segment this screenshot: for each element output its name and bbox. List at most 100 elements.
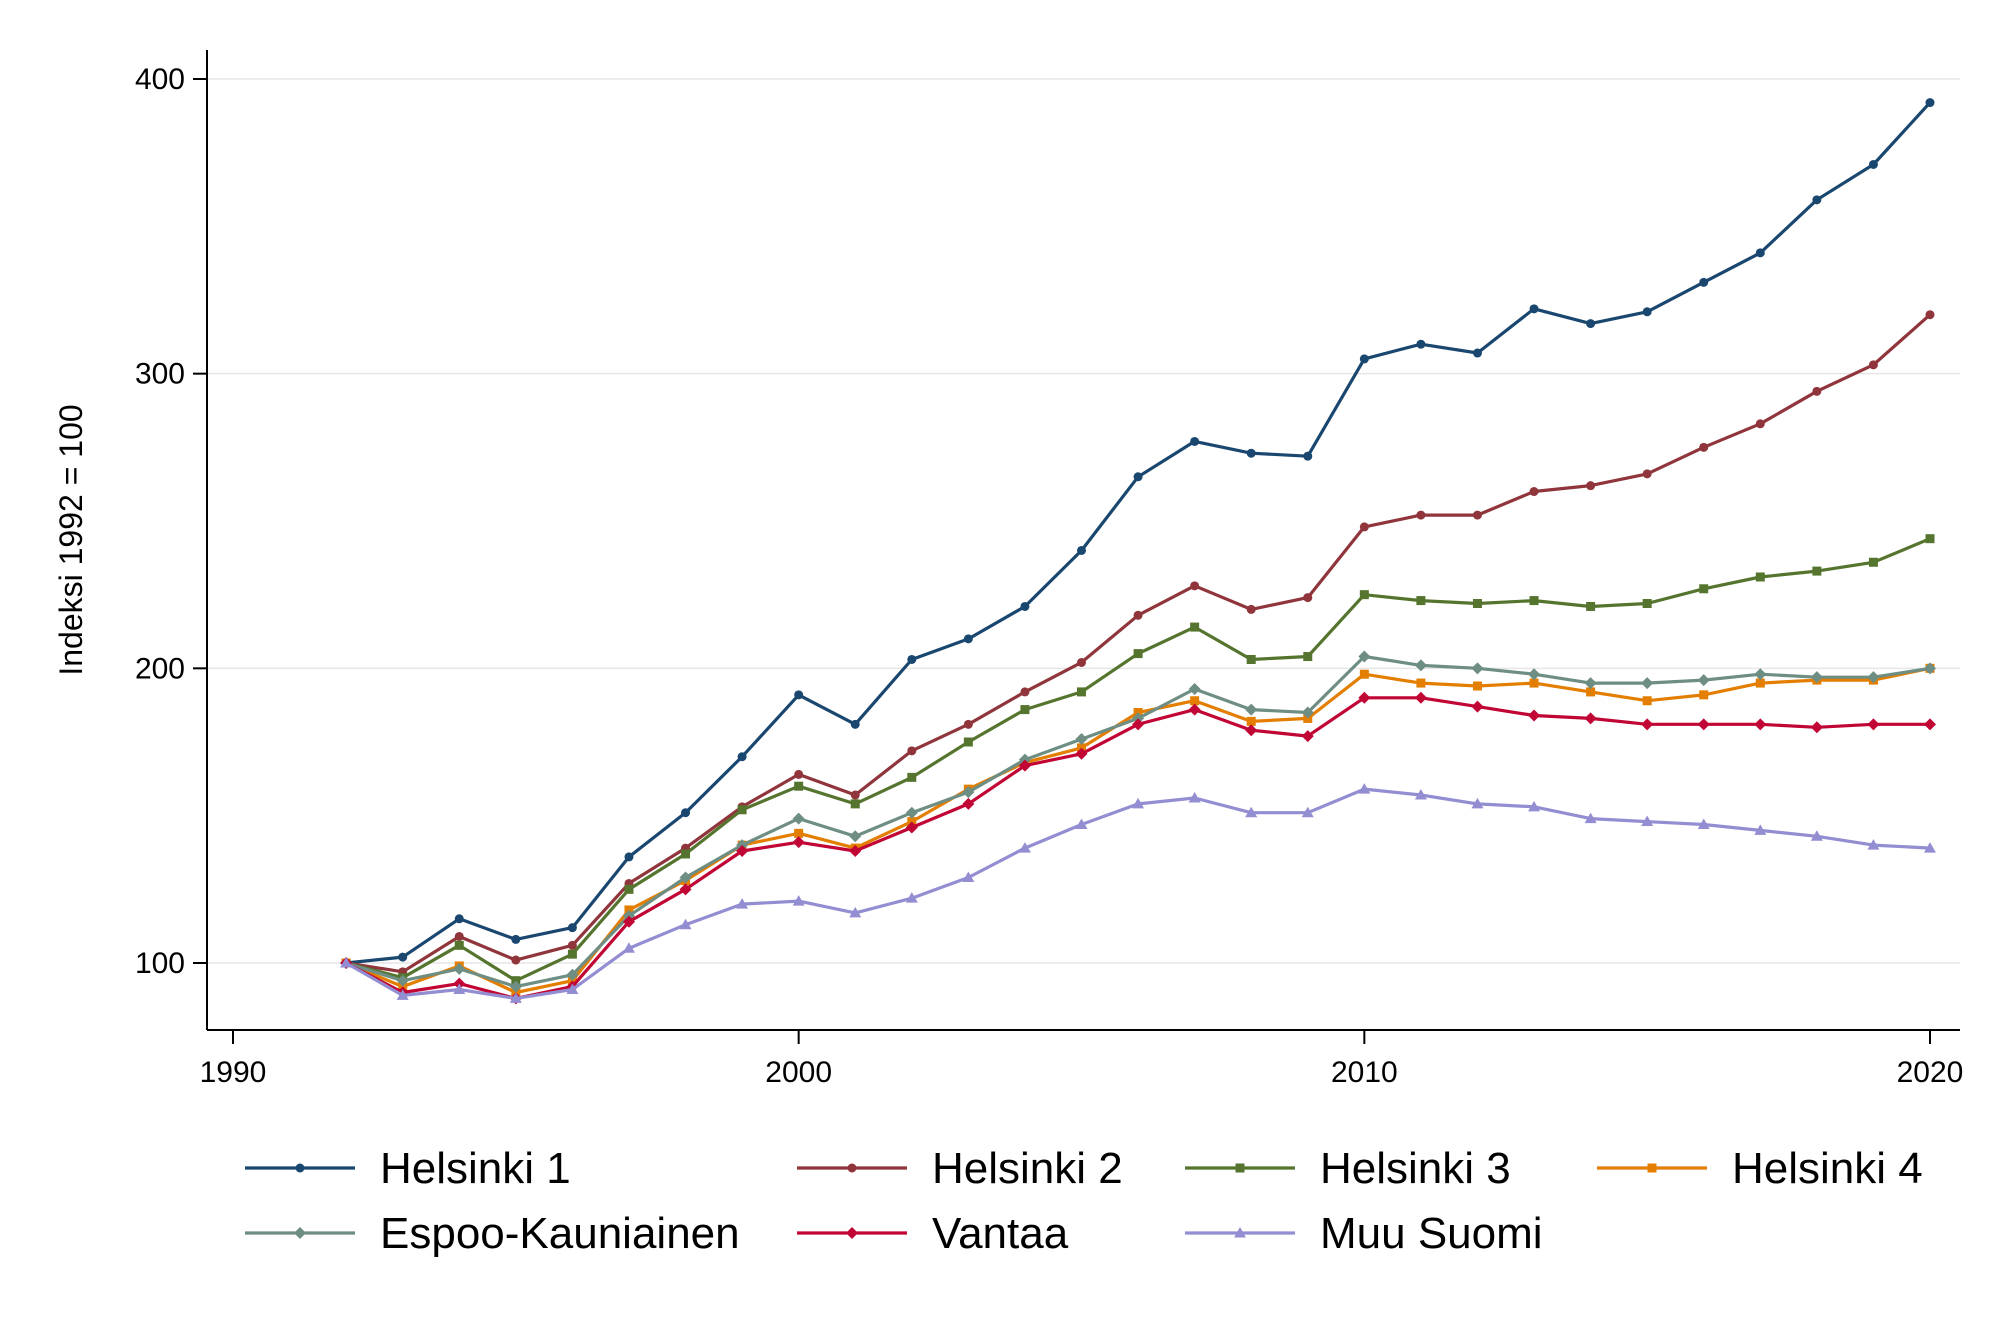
legend-label: Vantaa xyxy=(932,1209,1069,1258)
data-point xyxy=(1077,545,1086,555)
data-point xyxy=(1190,696,1200,706)
legend-item: Espoo-Kauniainen xyxy=(245,1209,740,1258)
data-point xyxy=(1642,599,1652,609)
data-point xyxy=(1301,706,1314,719)
data-point xyxy=(1528,668,1541,681)
data-point xyxy=(1188,791,1201,803)
data-point xyxy=(1471,700,1484,713)
data-point xyxy=(1133,472,1143,482)
data-point xyxy=(963,634,973,644)
data-point xyxy=(396,974,409,987)
data-point xyxy=(1246,654,1256,664)
legend-item: Muu Suomi xyxy=(1185,1209,1543,1258)
data-point xyxy=(1867,671,1880,684)
data-point xyxy=(1529,487,1539,497)
data-point xyxy=(1697,818,1710,830)
data-point xyxy=(1301,806,1314,818)
legend-item: Vantaa xyxy=(797,1209,1069,1258)
x-tick-label-1990: 1990 xyxy=(200,1056,267,1089)
data-point xyxy=(850,790,860,800)
data-point xyxy=(1245,806,1258,818)
data-point xyxy=(1810,721,1823,734)
gridlines xyxy=(207,78,1960,964)
data-point xyxy=(1641,718,1654,731)
data-point xyxy=(1075,818,1088,830)
data-point xyxy=(1359,522,1369,532)
data-point xyxy=(396,989,409,1000)
data-point xyxy=(1075,747,1088,760)
y-tick-label-300: 300 xyxy=(135,358,185,391)
data-point xyxy=(454,931,464,941)
data-point xyxy=(1245,724,1258,737)
series-line xyxy=(345,101,1932,965)
data-point xyxy=(1020,601,1030,611)
data-point xyxy=(1246,716,1256,726)
data-point xyxy=(1133,649,1143,659)
data-point xyxy=(1245,703,1258,716)
data-point xyxy=(1075,733,1088,746)
data-point xyxy=(905,892,918,903)
data-point xyxy=(1697,718,1710,731)
data-point xyxy=(1755,678,1765,688)
data-point xyxy=(1925,98,1935,108)
data-point xyxy=(737,805,747,815)
data-point xyxy=(1132,797,1145,809)
data-point xyxy=(1924,842,1936,853)
data-point xyxy=(792,895,805,906)
data-point xyxy=(905,806,918,819)
data-point xyxy=(1699,690,1709,700)
data-point xyxy=(1584,812,1597,824)
legend-label: Helsinki 2 xyxy=(932,1144,1123,1193)
data-point xyxy=(1416,339,1426,349)
data-point xyxy=(1472,681,1482,691)
data-point xyxy=(1868,159,1878,169)
data-point xyxy=(1642,696,1652,706)
data-point xyxy=(454,940,464,950)
data-point xyxy=(1755,248,1765,258)
data-point xyxy=(1924,662,1936,675)
data-point xyxy=(1303,593,1313,603)
legend-marker xyxy=(846,1227,858,1239)
data-point xyxy=(1868,360,1878,370)
data-point xyxy=(963,737,973,747)
data-point xyxy=(566,983,579,995)
data-point xyxy=(1246,604,1256,614)
data-point xyxy=(1416,596,1426,606)
x-tick-label-2020: 2020 xyxy=(1897,1056,1964,1089)
y-axis-label: Indeksi 1992 = 100 xyxy=(53,404,89,675)
data-point xyxy=(453,983,466,995)
legend-item: Helsinki 1 xyxy=(245,1144,571,1193)
data-point xyxy=(1754,718,1767,731)
data-point xyxy=(736,845,749,858)
data-point xyxy=(1359,590,1369,600)
series-espoo-kauniainen xyxy=(340,650,1936,993)
data-point xyxy=(454,914,464,924)
data-point xyxy=(1188,682,1201,695)
data-point xyxy=(1358,650,1371,663)
x-tick-label-2010: 2010 xyxy=(1331,1056,1398,1089)
series-muu-suomi xyxy=(340,783,1936,1003)
data-point xyxy=(1018,759,1031,772)
data-point xyxy=(679,918,692,930)
data-point xyxy=(1528,709,1541,722)
data-point xyxy=(681,849,691,859)
data-point xyxy=(622,915,635,928)
data-point xyxy=(849,830,862,843)
data-point xyxy=(1133,610,1143,620)
series-helsinki-1 xyxy=(341,98,1935,968)
data-point xyxy=(1472,510,1482,520)
data-point xyxy=(1414,789,1427,800)
data-point xyxy=(850,719,860,729)
data-point xyxy=(1020,687,1030,697)
data-point xyxy=(1924,718,1936,731)
data-point xyxy=(1697,674,1710,687)
data-point xyxy=(1699,277,1709,287)
data-point xyxy=(907,654,917,664)
series-layer xyxy=(340,98,1936,1005)
data-point xyxy=(509,992,522,1003)
data-point xyxy=(624,852,634,862)
data-point xyxy=(1754,824,1767,835)
data-point xyxy=(1754,668,1767,681)
series-vantaa xyxy=(340,691,1936,1005)
data-point xyxy=(905,821,918,834)
